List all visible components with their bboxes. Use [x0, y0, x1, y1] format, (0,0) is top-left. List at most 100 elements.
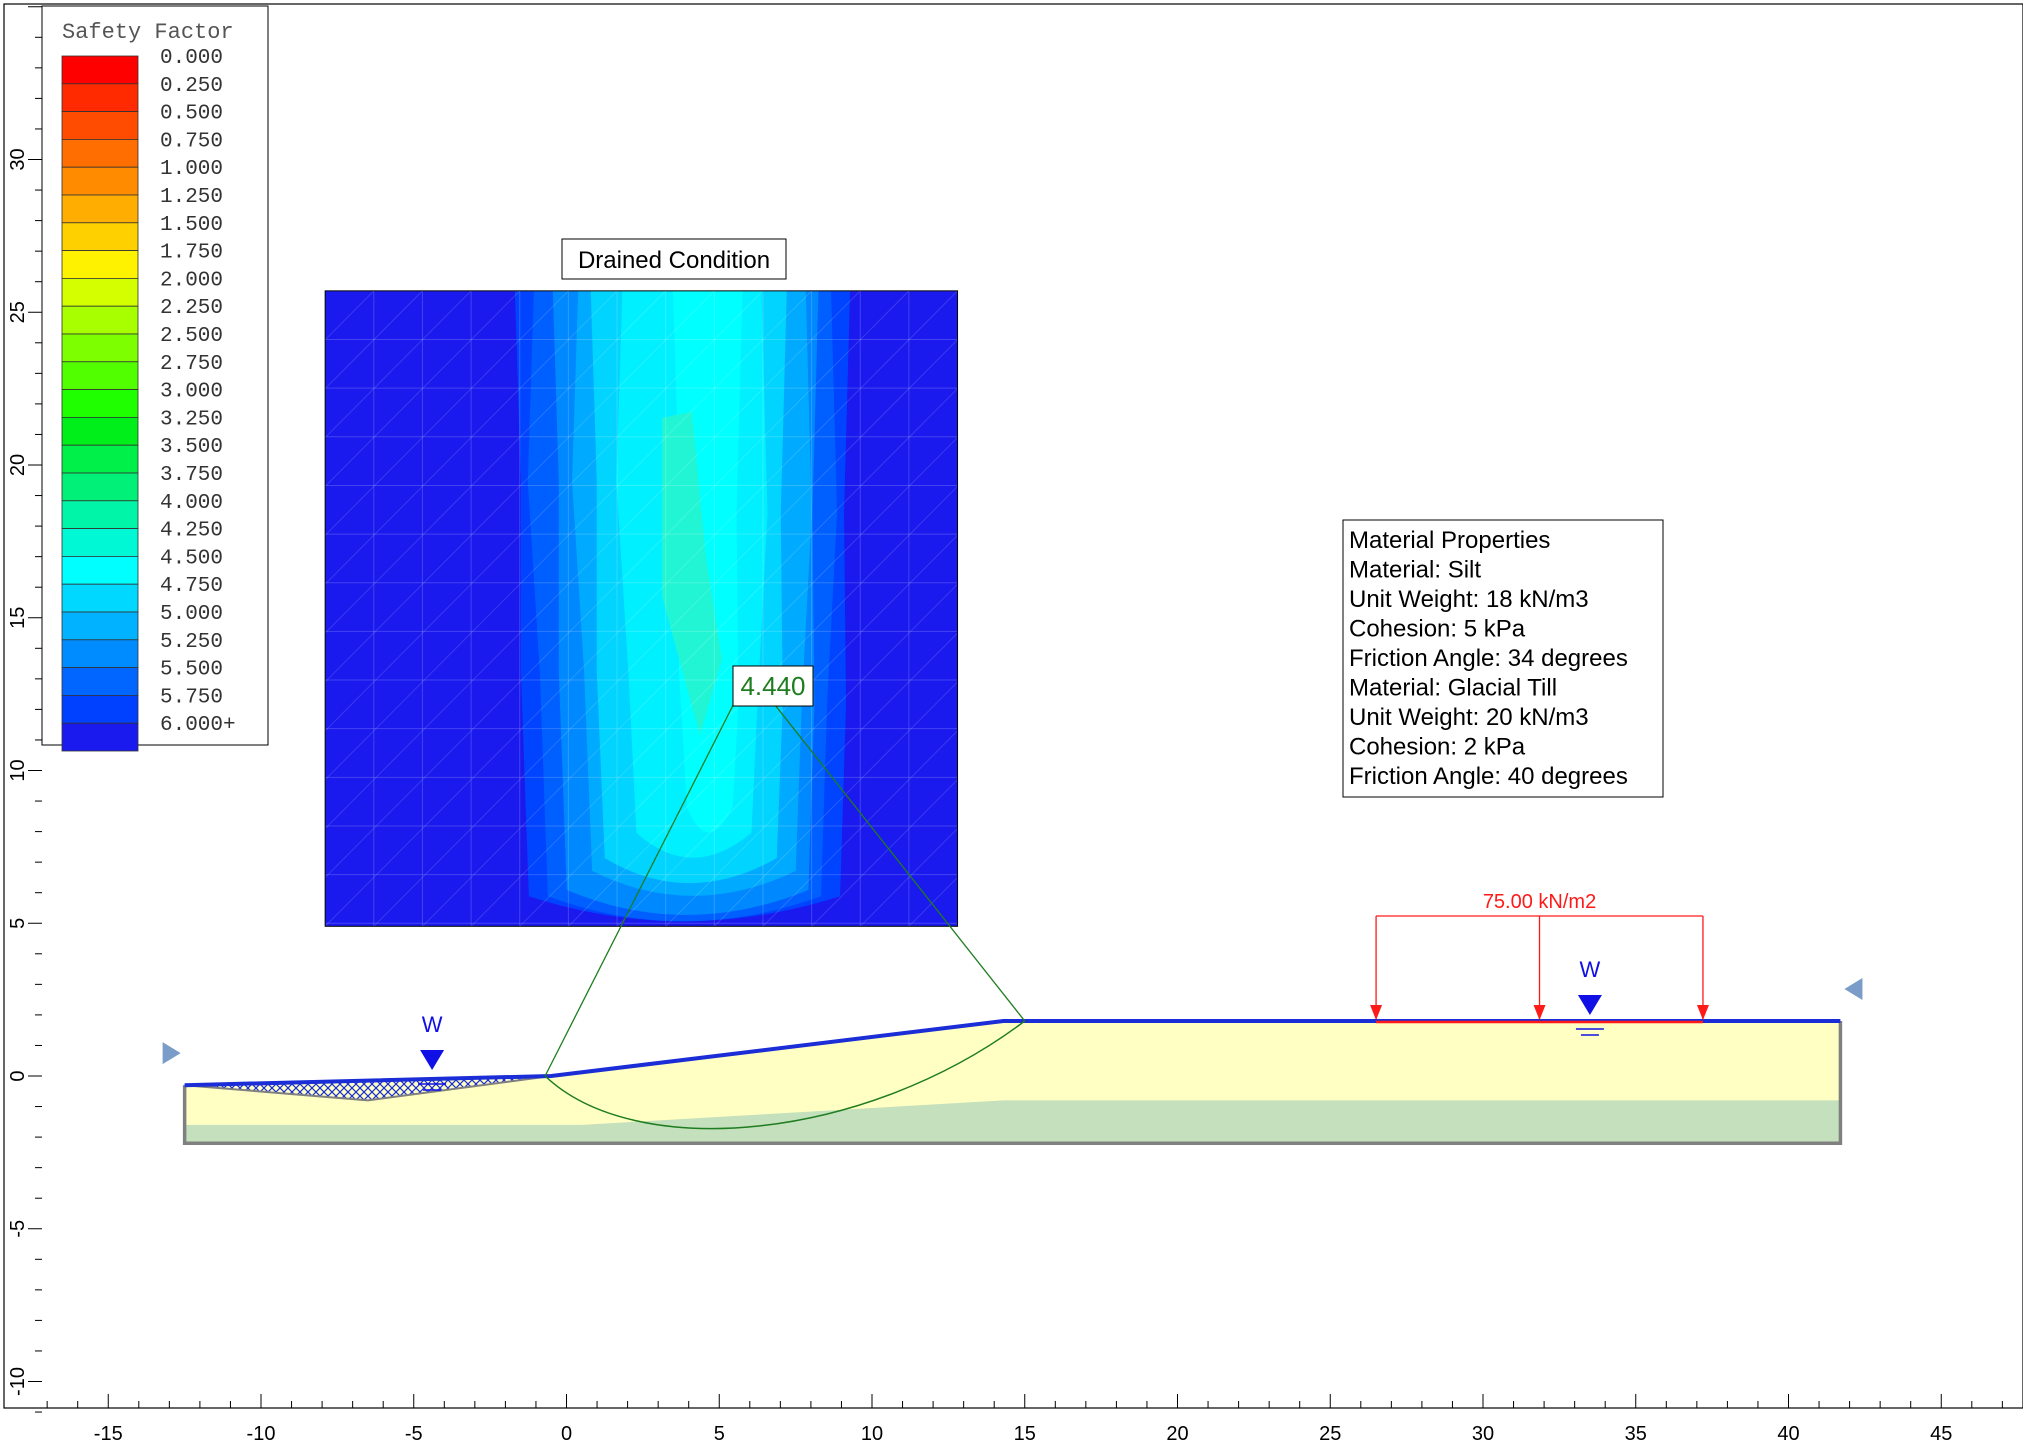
legend-swatch	[61, 416, 139, 446]
legend-swatch	[61, 111, 139, 140]
plot-frame	[3, 3, 2023, 1409]
water-level-icon	[420, 1050, 445, 1070]
legend-label: 1.000	[160, 158, 223, 181]
material-property-line: Unit Weight: 20 kN/m3	[1349, 704, 1589, 731]
x-tick-label: -15	[94, 1423, 123, 1444]
x-tick-label: 5	[714, 1423, 725, 1444]
legend-swatch	[61, 472, 139, 502]
y-tick-label: 10	[7, 759, 29, 781]
min-safety-factor-label: 4.440	[740, 671, 805, 701]
legend-label: 2.000	[160, 269, 223, 292]
material-property-line: Material Properties	[1349, 527, 1550, 554]
water-markers: WW	[418, 957, 1604, 1091]
load-label: 75.00 kN/m2	[1483, 891, 1596, 913]
x-tick-label: -10	[247, 1423, 276, 1444]
soil-profile	[182, 1019, 1843, 1145]
legend-swatch	[61, 305, 139, 335]
y-tick-label: 15	[7, 607, 29, 629]
material-property-line: Unit Weight: 18 kN/m3	[1349, 586, 1589, 613]
legend-swatch	[61, 444, 139, 474]
legend-label: 0.750	[160, 130, 223, 153]
legend-swatch	[61, 500, 139, 529]
legend-label: 5.750	[160, 686, 223, 709]
legend-label: 4.750	[160, 575, 223, 598]
y-tick-label: -5	[7, 1220, 29, 1238]
grid-title: Drained Condition	[578, 247, 770, 274]
legend-swatch	[61, 194, 139, 224]
legend-label: 3.000	[160, 381, 223, 404]
y-tick-label: 30	[7, 148, 29, 170]
grid-border	[324, 290, 959, 927]
legend-label: 2.500	[160, 325, 223, 348]
x-tick-label: 30	[1472, 1423, 1494, 1444]
legend-label: 6.000+	[160, 714, 236, 737]
slip-radius-right	[769, 698, 1026, 1022]
legend-swatch	[61, 55, 139, 85]
legend-swatch	[61, 222, 139, 252]
boundary-marker-left-icon	[162, 1042, 181, 1065]
x-tick-label: 0	[561, 1423, 572, 1444]
legend-swatch	[61, 138, 139, 168]
grid-title-box: Drained Condition	[561, 238, 787, 280]
legend-swatch	[61, 556, 139, 585]
y-tick-label: 25	[7, 301, 29, 323]
x-tick-label: 10	[861, 1423, 883, 1444]
legend-label: 1.750	[160, 242, 223, 265]
material-property-line: Friction Angle: 34 degrees	[1349, 645, 1628, 672]
legend-label: 1.250	[160, 186, 223, 209]
glacial-till-layer	[184, 1100, 1841, 1144]
x-tick-label: 40	[1777, 1423, 1799, 1444]
water-label: W	[1580, 957, 1601, 982]
slip-arc	[544, 1020, 1026, 1130]
material-property-line: Friction Angle: 40 degrees	[1349, 763, 1628, 790]
legend-label: 4.500	[160, 547, 223, 570]
x-axis: -15 -10 -5 0 5 10 15 20 25 30 35 40 45	[46, 1394, 2003, 1444]
x-tick-label: 35	[1625, 1423, 1647, 1444]
critical-slip-surface	[544, 698, 1026, 1130]
water-label: W	[422, 1012, 443, 1037]
legend-swatch	[61, 611, 139, 641]
legend-label: 3.750	[160, 464, 223, 487]
x-tick-label: 25	[1319, 1423, 1341, 1444]
x-tick-label: 15	[1014, 1423, 1036, 1444]
grid-contour	[324, 290, 959, 927]
material-property-line: Material: Silt	[1349, 557, 1481, 584]
legend-label: 2.750	[160, 353, 223, 376]
legend-swatch	[61, 528, 139, 557]
legend-label: 2.250	[160, 297, 223, 320]
legend-label: 0.250	[160, 75, 223, 98]
material-property-line: Material: Glacial Till	[1349, 675, 1557, 702]
load-arrow-icon	[1370, 1005, 1383, 1021]
legend-label: 0.500	[160, 103, 223, 126]
legend-swatch	[61, 583, 139, 613]
legend-swatch	[61, 250, 139, 279]
slip-radius-left	[544, 698, 737, 1077]
legend-title: Safety Factor	[62, 20, 234, 45]
y-axis: -10 -5 0 5 10 15 20 25 30	[7, 6, 42, 1413]
legend-label: 4.250	[160, 520, 223, 543]
material-property-line: Cohesion: 5 kPa	[1349, 616, 1526, 643]
legend-swatch	[61, 83, 139, 113]
legend-swatch	[61, 639, 139, 668]
material-property-line: Cohesion: 2 kPa	[1349, 734, 1526, 761]
legend-swatch	[61, 166, 139, 196]
legend-label: 3.250	[160, 408, 223, 431]
legend-label: 3.500	[160, 436, 223, 459]
legend-label: 0.000	[160, 47, 223, 70]
legend-swatch	[61, 667, 139, 696]
legend-swatch	[61, 389, 139, 418]
load-arrow-icon	[1696, 1005, 1709, 1021]
safety-factor-legend: Safety Factor 0.000 0.250 0.500 0.750 1.000 1…	[41, 5, 269, 752]
x-tick-label: 45	[1930, 1423, 1952, 1444]
boundary-marker-right-icon	[1844, 978, 1863, 1001]
water-level-icon	[1577, 995, 1602, 1016]
y-tick-label: 0	[7, 1070, 29, 1081]
legend-swatch	[61, 722, 139, 752]
legend-label: 5.000	[160, 603, 223, 626]
legend-swatch	[61, 333, 139, 363]
load-arrow-icon	[1533, 1005, 1546, 1021]
legend-label: 4.000	[160, 492, 223, 515]
legend-label: 5.500	[160, 659, 223, 682]
